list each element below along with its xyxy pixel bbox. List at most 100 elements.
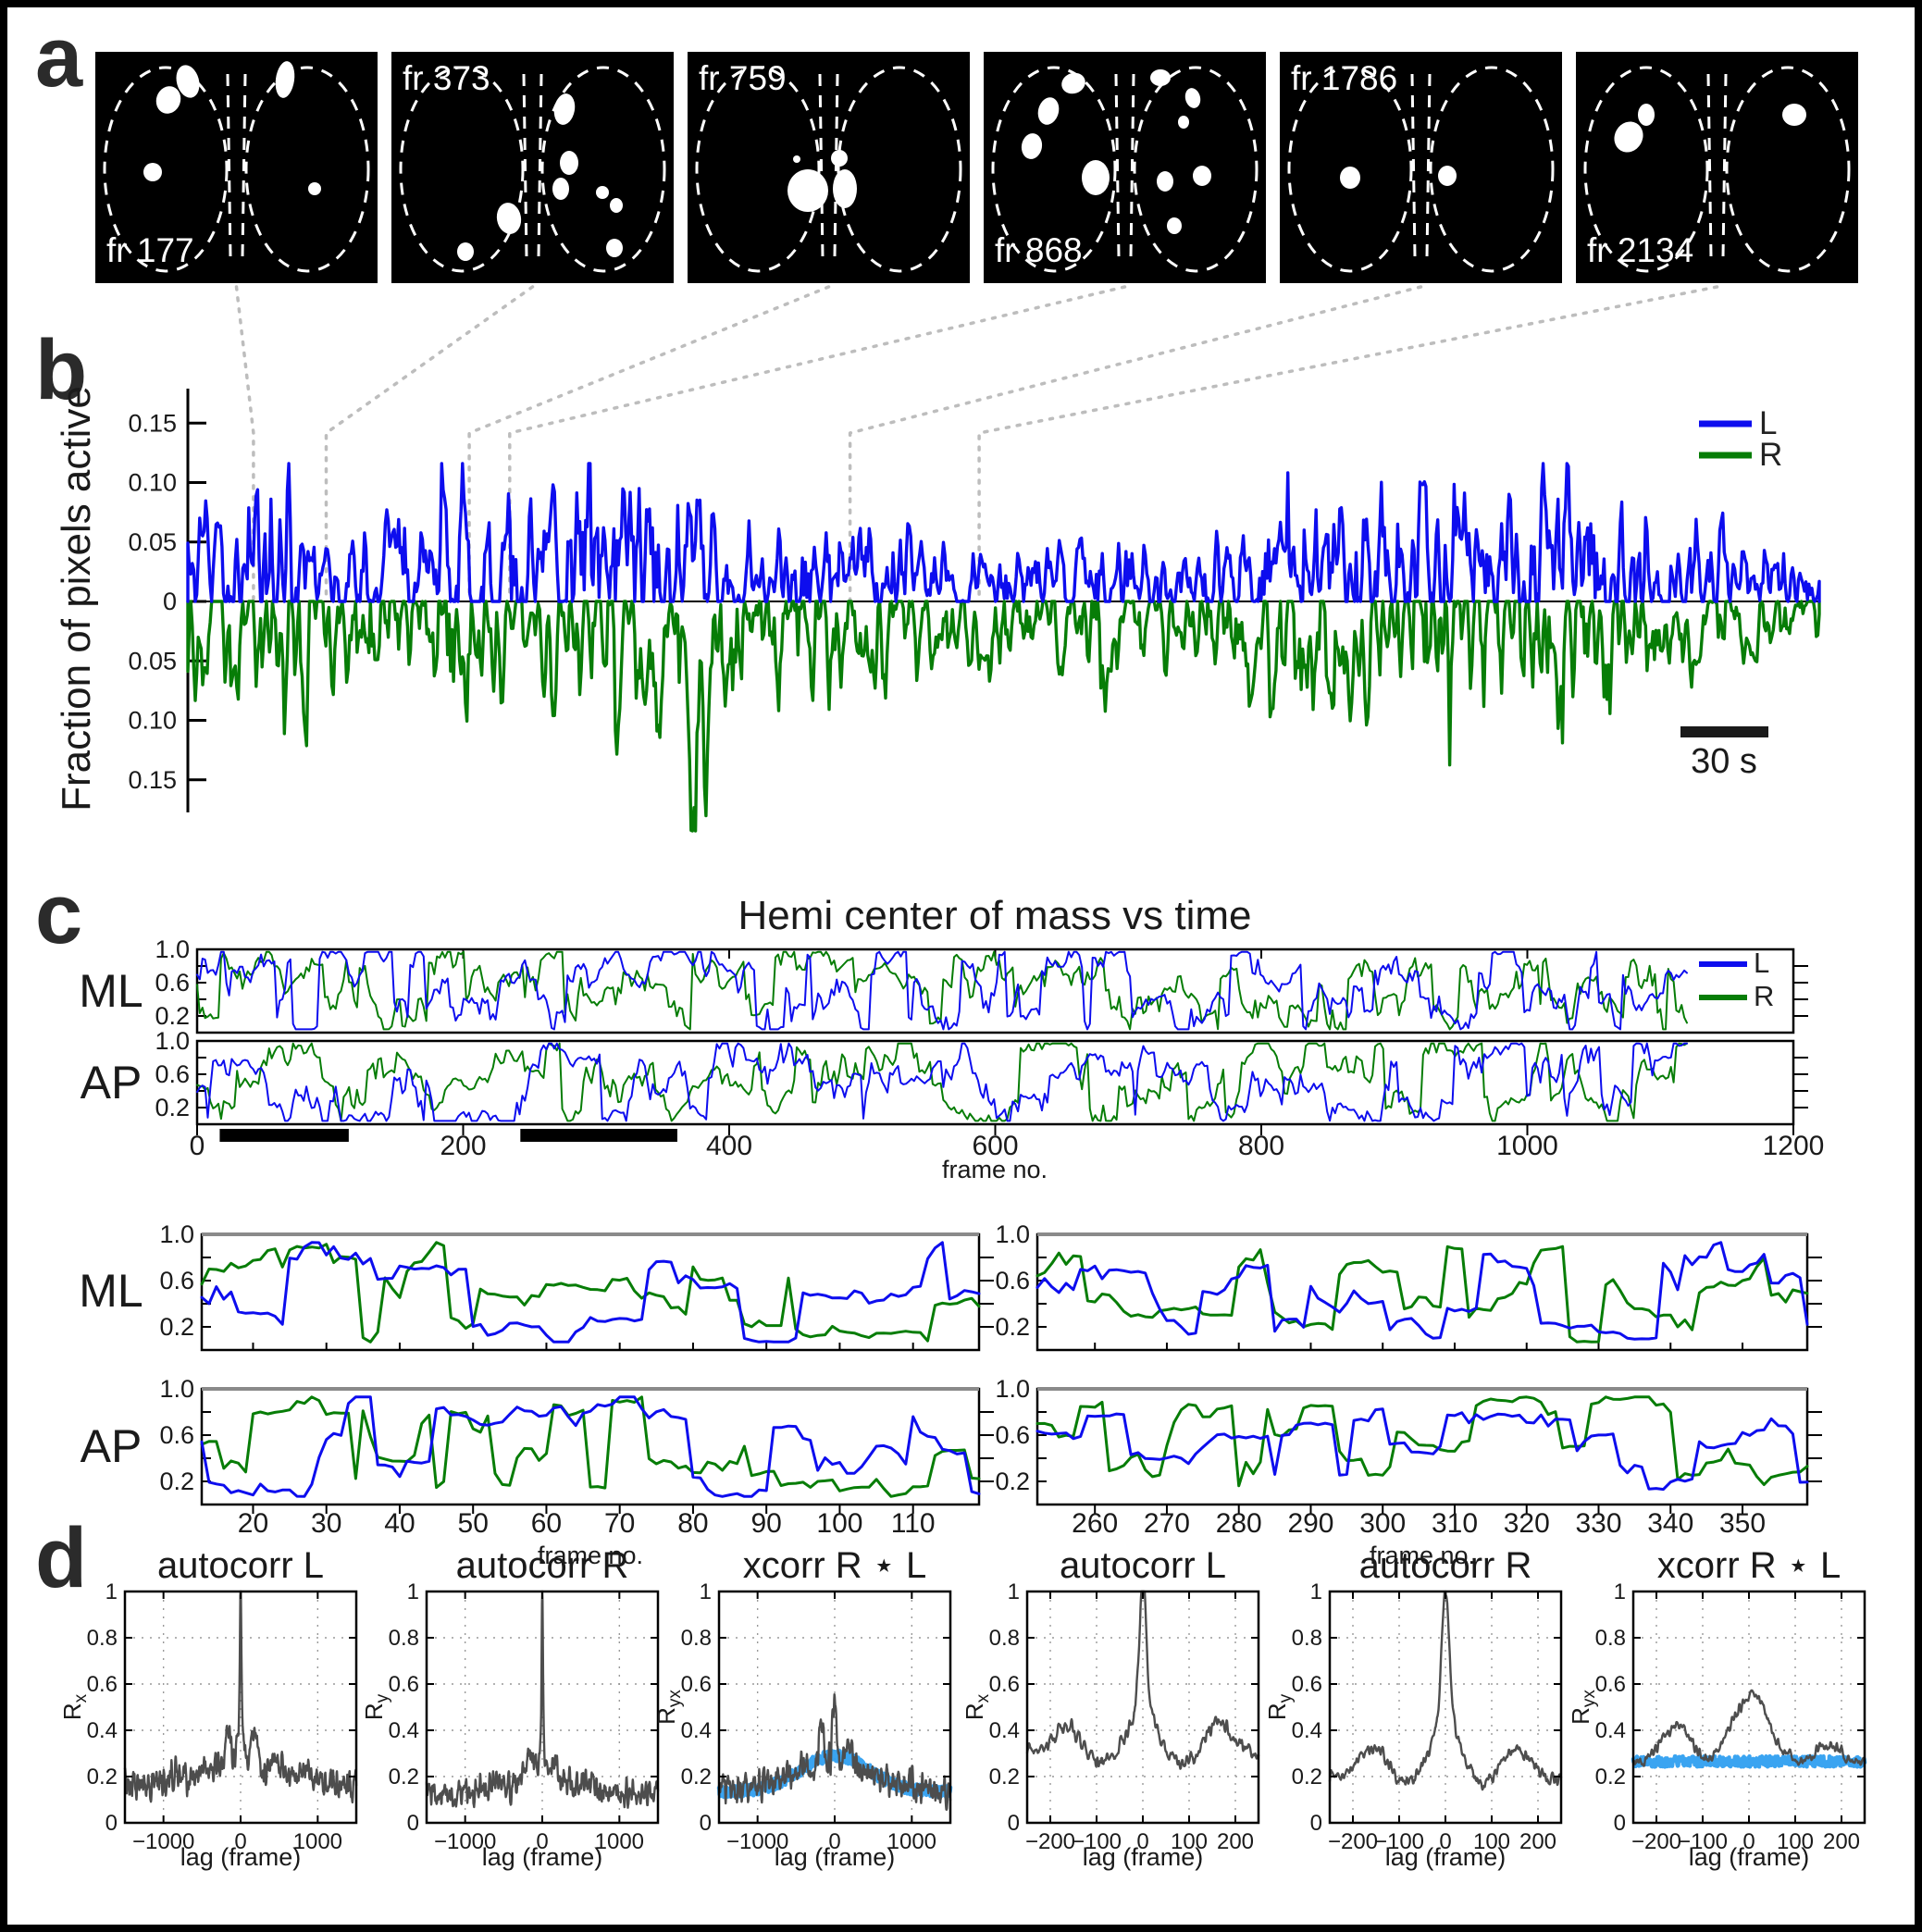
c-y-tick-label: 1.0 bbox=[995, 1375, 1030, 1403]
d-plot3-title: xcorr R ⋆ L bbox=[742, 1545, 927, 1586]
active-pixel-blob bbox=[1150, 69, 1171, 86]
active-pixel-blob bbox=[596, 186, 609, 199]
c-y-tick-label: 0.6 bbox=[159, 1421, 194, 1449]
d-corr-trace-xcorr_zoom bbox=[1631, 1689, 1866, 1767]
c-zoom-x-tick-label: 30 bbox=[311, 1508, 341, 1539]
c-zoom-x-tick-label: 280 bbox=[1216, 1508, 1262, 1539]
frame-time-connector bbox=[977, 285, 1719, 601]
active-pixel-blob bbox=[143, 163, 162, 181]
c-y-tick-label: 0.2 bbox=[155, 1094, 190, 1121]
c-y-tick-label: 0.6 bbox=[159, 1267, 194, 1294]
d-plot5-title: autocorr R bbox=[1358, 1545, 1532, 1586]
midline bbox=[1706, 73, 1713, 258]
c-zoom-AP-R-trace bbox=[200, 1395, 981, 1498]
c-y-tick-label: 0.2 bbox=[995, 1313, 1030, 1341]
d-y-tick-label: 0.4 bbox=[87, 1718, 118, 1743]
c-zoom-x-tick-label: 350 bbox=[1719, 1508, 1766, 1539]
d-x-tick-label: −200 bbox=[1025, 1829, 1075, 1854]
d-y-tick-label: 1 bbox=[1614, 1579, 1626, 1604]
active-pixel-blob bbox=[275, 61, 295, 98]
active-pixel-blob bbox=[1193, 166, 1211, 186]
panel-d-letter: d bbox=[35, 1511, 88, 1605]
frame-time-connector bbox=[467, 285, 831, 601]
d-y-tick-label: 0.6 bbox=[389, 1672, 419, 1697]
d-y-tick-label: 0.4 bbox=[1595, 1718, 1626, 1743]
midline bbox=[1410, 73, 1417, 258]
c-x-tick-label: 600 bbox=[972, 1131, 1018, 1161]
c-zoom-x-tick-label: 260 bbox=[1072, 1508, 1118, 1539]
frame-time-connector bbox=[848, 285, 1423, 601]
d-x-tick-label: 100 bbox=[1777, 1829, 1814, 1854]
c-zoom-x-tick-label: 330 bbox=[1575, 1508, 1621, 1539]
c-wide-ML-L-trace bbox=[196, 950, 1688, 1031]
d-x-tick-label: 0 bbox=[1439, 1829, 1451, 1854]
b-left-hemisphere-trace bbox=[186, 462, 1821, 603]
d-y-tick-label: 0.2 bbox=[1595, 1765, 1626, 1790]
c-y-tick-label: 0.6 bbox=[155, 969, 190, 997]
left-hemisphere-outline bbox=[103, 66, 229, 273]
d-x-tick-label: 200 bbox=[1217, 1829, 1254, 1854]
d-y-tick-label: 0.2 bbox=[1292, 1765, 1322, 1790]
d-y-tick-label: 0 bbox=[700, 1811, 712, 1836]
d-y-tick-label: 1 bbox=[1310, 1579, 1322, 1604]
d-x-tick-label: −1000 bbox=[434, 1829, 496, 1854]
d-plot1-xlabel: lag (frame) bbox=[180, 1843, 302, 1871]
d-x-tick-label: −100 bbox=[1072, 1829, 1122, 1854]
c-zoom-x-tick-label: 320 bbox=[1504, 1508, 1550, 1539]
d-y-tick-label: 0.6 bbox=[1292, 1672, 1322, 1697]
c-y-tick-label: 0.6 bbox=[995, 1421, 1030, 1449]
c-zoom-x-tick-label: 60 bbox=[531, 1508, 562, 1539]
active-pixel-blob bbox=[1061, 72, 1085, 94]
d-y-tick-label: 0.2 bbox=[87, 1765, 118, 1790]
c-legend-L-label: L bbox=[1754, 947, 1770, 979]
active-pixel-blob bbox=[1782, 104, 1806, 126]
c-y-tick-label: 0.6 bbox=[155, 1060, 190, 1088]
c-x-tick-label: 1000 bbox=[1496, 1131, 1558, 1161]
left-hemisphere-outline bbox=[399, 66, 525, 273]
right-hemisphere-outline bbox=[1429, 66, 1555, 273]
d-x-tick-label: 100 bbox=[1473, 1829, 1510, 1854]
active-pixel-blob bbox=[1021, 133, 1043, 159]
active-pixel-blob bbox=[457, 242, 474, 261]
d-plot6-title: xcorr R ⋆ L bbox=[1656, 1545, 1841, 1586]
c-zoom-ML-R-trace bbox=[200, 1241, 981, 1344]
c-y-tick-label: 1.0 bbox=[159, 1375, 194, 1403]
d-plot3-ylabel: Ryx bbox=[652, 1690, 686, 1725]
d-corr-trace-auto_wide_L bbox=[123, 1590, 358, 1804]
right-hemisphere-outline bbox=[1133, 66, 1259, 273]
d-y-tick-label: 0.8 bbox=[87, 1626, 118, 1651]
c-row-label-AP: AP bbox=[80, 1057, 143, 1108]
c-zoom-left-xaxis-label: frame no. bbox=[537, 1542, 644, 1569]
right-hemisphere-outline bbox=[540, 66, 666, 273]
d-y-tick-label: 0.4 bbox=[681, 1718, 712, 1743]
d-x-tick-label: −1000 bbox=[726, 1829, 788, 1854]
midline bbox=[818, 73, 825, 258]
frame-label-2134: fr 2134 bbox=[1587, 231, 1694, 269]
d-y-tick-label: 0 bbox=[407, 1811, 419, 1836]
d-y-tick-label: 0.6 bbox=[681, 1672, 712, 1697]
active-pixel-blob bbox=[787, 169, 828, 212]
active-pixel-blob bbox=[1037, 97, 1060, 125]
d-x-tick-label: 200 bbox=[1519, 1829, 1556, 1854]
b-y-tick-label: 0.10 bbox=[128, 707, 177, 735]
d-y-tick-label: 0 bbox=[105, 1811, 118, 1836]
d-plot2-xlabel: lag (frame) bbox=[481, 1843, 603, 1871]
panel-a-letter: a bbox=[35, 10, 83, 105]
b-y-tick-label: 0.05 bbox=[128, 528, 177, 556]
d-plot4-ylabel: Rx bbox=[961, 1693, 994, 1721]
left-hemisphere-outline bbox=[991, 66, 1117, 273]
frame-label-177: fr 177 bbox=[106, 231, 194, 269]
c-zoom-x-tick-label: 70 bbox=[604, 1508, 635, 1539]
c-zoom-x-tick-label: 80 bbox=[677, 1508, 708, 1539]
d-plot3-xlabel: lag (frame) bbox=[774, 1843, 896, 1871]
c-y-tick-label: 0.2 bbox=[159, 1468, 194, 1495]
c-zoom-window-bar bbox=[520, 1129, 677, 1142]
right-hemisphere-outline bbox=[1725, 66, 1851, 273]
c-y-tick-label: 0.6 bbox=[995, 1267, 1030, 1294]
d-plot6-ylabel: Ryx bbox=[1567, 1690, 1600, 1725]
active-pixel-blob bbox=[1184, 88, 1201, 108]
d-x-tick-label: 0 bbox=[1742, 1829, 1755, 1854]
c-zoom-AP-L-trace bbox=[1035, 1407, 1809, 1492]
active-pixel-blob bbox=[606, 239, 623, 257]
c-zoom-x-tick-label: 50 bbox=[458, 1508, 489, 1539]
